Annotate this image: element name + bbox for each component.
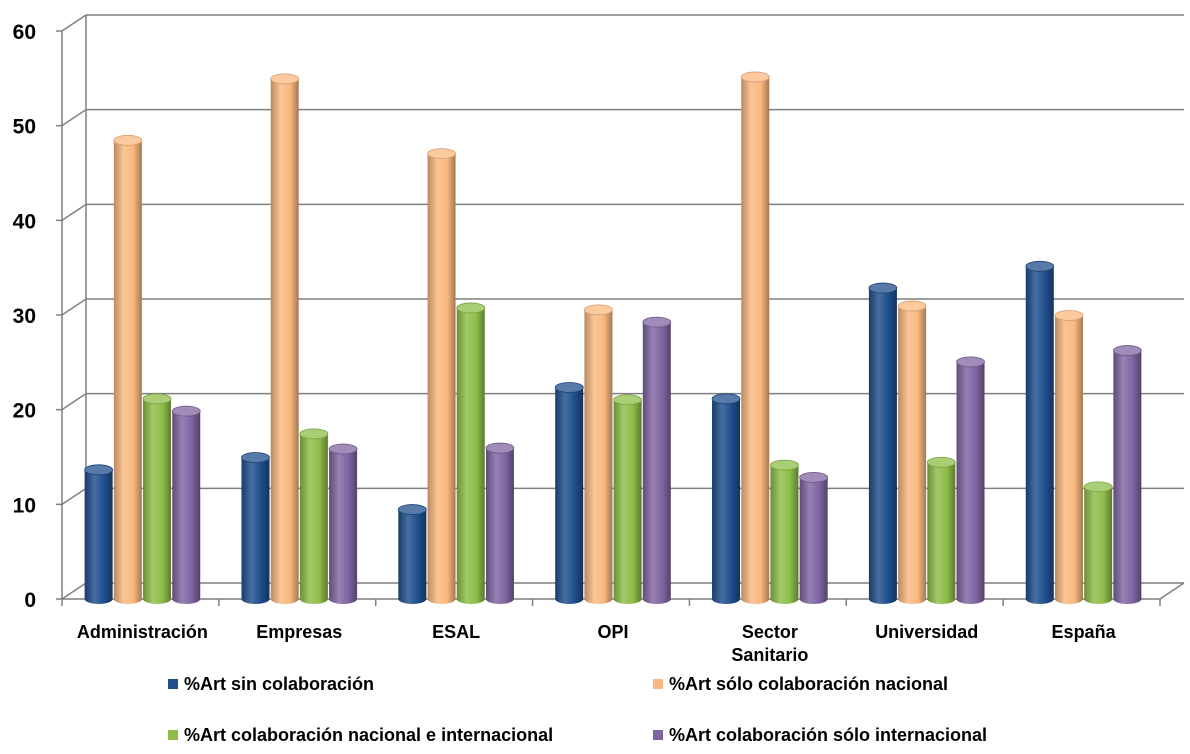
bar [456,302,486,604]
bar [1025,260,1055,604]
legend-item: %Art sin colaboración [168,674,374,694]
x-tick-label: España [1052,622,1117,642]
bar [241,452,270,604]
bar [427,148,456,604]
label-layer: 0 10 20 30 40 50 60 Administración Empresas ESAL O… [13,21,1117,665]
bar [926,456,956,604]
bar [799,471,829,604]
floor-edge [1159,582,1185,600]
bar [770,459,799,604]
bar [299,428,329,604]
gridline-depth [61,203,87,221]
gridline-depth [61,298,87,316]
legend-item: %Art sólo colaboración nacional [653,674,948,694]
y-tick-label: 0 [24,589,36,612]
bar [84,464,114,604]
bar [142,393,172,604]
legend-swatch [168,679,178,689]
x-tick-label: OPI [597,622,628,642]
bar-layer [84,71,1142,604]
bar [740,71,770,604]
y-tick-label: 50 [13,116,36,139]
legend-swatch [653,679,663,689]
bar [328,443,358,604]
y-tick-label: 40 [13,210,36,233]
x-tick-label: Sector Sanitario [731,622,808,665]
gridline-depth [61,487,87,505]
bar [711,393,741,604]
bar [897,300,927,604]
legend-label: %Art colaboración sólo internacional [669,725,987,745]
bar [270,73,300,604]
bar [397,504,427,604]
legend: %Art sin colaboración %Art sólo colaborac… [168,674,987,745]
bar [171,405,201,604]
gridline-depth [61,109,87,127]
bar [613,394,642,604]
legend-swatch [653,730,663,740]
legend-item: %Art colaboración sólo internacional [653,725,987,745]
y-tick-label: 60 [13,21,36,44]
gridline-depth [61,393,87,411]
legend-label: %Art colaboración nacional e internacion… [184,725,553,745]
x-tick-label: Universidad [875,622,978,642]
bar [868,282,898,604]
y-tick-label: 10 [13,494,36,517]
x-tick-label: Administración [77,622,208,642]
legend-item: %Art colaboración nacional e internacion… [168,725,553,745]
legend-label: %Art sin colaboración [184,674,374,694]
gridline-depth [61,582,87,600]
legend-label: %Art sólo colaboración nacional [669,674,948,694]
bar [485,442,515,604]
bar [113,134,143,604]
y-tick-label: 30 [13,305,36,328]
x-tick-label: ESAL [432,622,480,642]
legend-swatch [168,730,178,740]
bar [1054,310,1084,604]
bar [1112,345,1142,604]
bar [584,304,613,604]
bar [956,356,985,604]
bar [1083,481,1113,604]
gridline-depth [61,14,87,32]
y-tick-label: 20 [13,400,36,423]
bar [554,382,584,604]
x-tick-label: Empresas [256,622,342,642]
bar [642,316,672,604]
